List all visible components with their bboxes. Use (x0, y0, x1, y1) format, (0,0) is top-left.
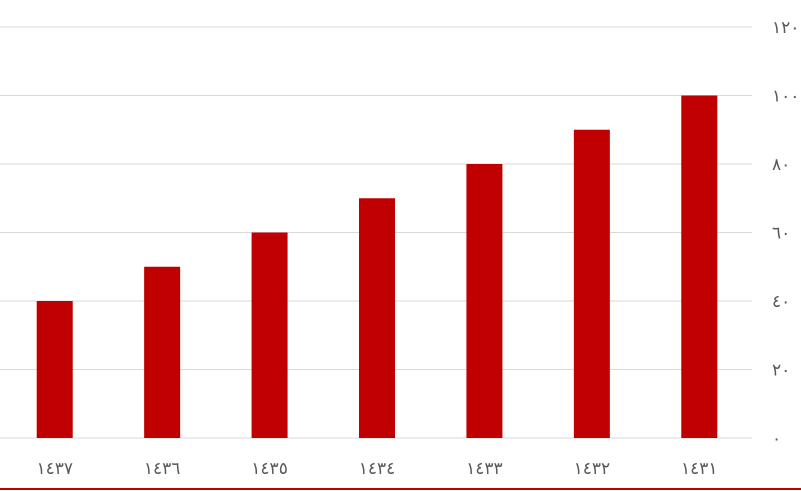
bar (681, 95, 718, 438)
x-tick-label: ١٤٣٤ (359, 459, 396, 479)
x-tick-label: ١٤٣٧ (36, 459, 73, 479)
bar (359, 198, 395, 438)
y-tick-label: ٠ (772, 429, 781, 449)
x-tick-label: ١٤٣٥ (251, 459, 288, 479)
y-tick-label: ١٠٠ (772, 87, 799, 107)
bar (573, 129, 610, 438)
x-tick-label: ١٤٣١ (681, 459, 718, 479)
x-axis-ticks: ١٤٣٧ ١٤٣٦ ١٤٣٥ ١٤٣٤ ١٤٣٣ ١٤٣٢ ١٤٣١ (36, 459, 717, 479)
x-tick-label: ١٤٣٣ (466, 459, 503, 479)
x-tick-label: ١٤٣٦ (144, 459, 181, 479)
y-tick-label: ٢٠ (772, 361, 790, 381)
bar (144, 266, 181, 438)
y-tick-label: ٤٠ (772, 292, 790, 312)
bar (466, 164, 503, 438)
bars (36, 95, 718, 438)
x-tick-label: ١٤٣٢ (574, 459, 611, 479)
bar (36, 301, 73, 438)
y-tick-label: ٦٠ (772, 224, 790, 244)
y-tick-label: ٨٠ (772, 155, 790, 175)
y-axis-ticks: ٠ ٢٠ ٤٠ ٦٠ ٨٠ ١٠٠ ١٢٠ (772, 18, 799, 449)
bar (251, 232, 288, 438)
y-tick-label: ١٢٠ (772, 18, 799, 38)
